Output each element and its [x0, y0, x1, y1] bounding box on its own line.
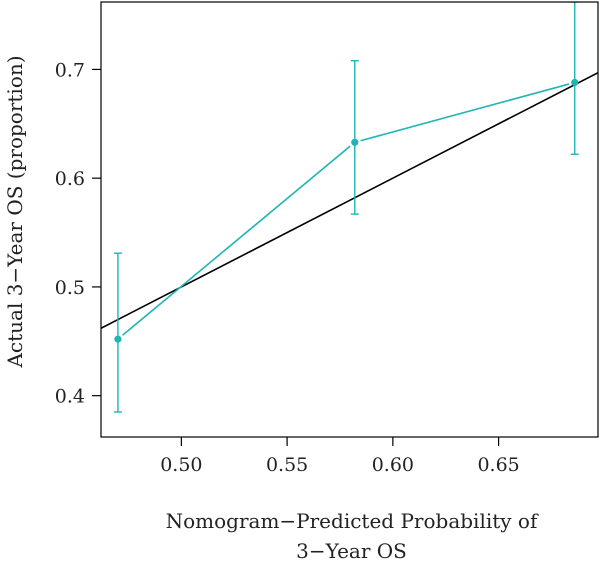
series-segment: [122, 145, 351, 336]
x-tick-label: 0.55: [266, 454, 308, 476]
plot-content: [101, 2, 598, 413]
y-tick-label: 0.7: [55, 59, 85, 81]
y-tick-label: 0.4: [55, 386, 85, 408]
data-point: [351, 138, 359, 146]
reference-line: [101, 71, 598, 329]
x-axis-title-line-1: Nomogram−Predicted Probability of: [166, 509, 539, 533]
data-point: [571, 78, 579, 87]
y-tick-label: 0.5: [55, 277, 85, 299]
x-axis: 0.50 0.55 0.60 0.65: [160, 437, 520, 476]
series-segment: [360, 83, 570, 142]
x-tick-label: 0.50: [160, 454, 202, 476]
plot-area: [101, 2, 598, 413]
x-axis-title-line-2: 3−Year OS: [296, 539, 407, 563]
y-axis-title: Actual 3−Year OS (proportion): [3, 55, 27, 368]
y-tick-label: 0.6: [55, 168, 85, 190]
x-tick-label: 0.60: [372, 454, 414, 476]
plot-frame: [100, 1, 599, 438]
data-point: [114, 335, 122, 343]
x-tick-label: 0.65: [477, 454, 519, 476]
y-axis: 0.4 0.5 0.6 0.7: [55, 59, 101, 408]
